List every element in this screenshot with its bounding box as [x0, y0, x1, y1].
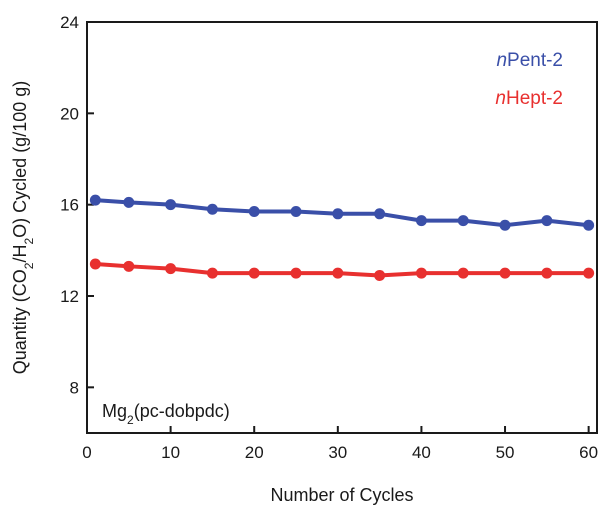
data-point-npent-2: [290, 206, 302, 218]
data-point-npent-2: [123, 196, 135, 208]
y-axis-title-part: O) Cycled (g/100 g): [10, 81, 30, 238]
y-axis-title-part: Quantity (CO: [10, 269, 30, 374]
data-point-npent-2: [583, 219, 595, 231]
data-point-nhept-2: [457, 267, 469, 279]
data-point-npent-2: [165, 199, 177, 211]
data-point-npent-2: [89, 194, 101, 206]
data-point-npent-2: [415, 215, 427, 227]
data-point-npent-2: [332, 208, 344, 220]
data-point-nhept-2: [332, 267, 344, 279]
data-point-npent-2: [457, 215, 469, 227]
data-point-npent-2: [499, 219, 511, 231]
data-point-nhept-2: [290, 267, 302, 279]
x-tick-label: 10: [161, 443, 180, 462]
plot-area-frame: [86, 21, 598, 434]
series-layer: [89, 194, 595, 281]
x-tick-label: 0: [82, 443, 91, 462]
legend-entry-npent-2: nPent-2: [496, 50, 563, 71]
x-tick-label: 20: [245, 443, 264, 462]
data-point-nhept-2: [206, 267, 218, 279]
data-point-nhept-2: [499, 267, 511, 279]
legend-label: Pent-2: [507, 50, 563, 71]
y-tick-label: 20: [60, 104, 79, 123]
data-point-npent-2: [206, 203, 218, 215]
y-axis-title: Quantity (CO2/H2O) Cycled (g/100 g): [10, 81, 36, 374]
data-point-npent-2: [541, 215, 553, 227]
data-point-nhept-2: [248, 267, 260, 279]
data-point-nhept-2: [374, 269, 386, 281]
data-point-nhept-2: [89, 258, 101, 270]
y-axis-title-part: /H: [10, 245, 30, 263]
data-point-npent-2: [248, 206, 260, 218]
y-tick-label: 16: [60, 196, 79, 215]
data-point-npent-2: [374, 208, 386, 220]
x-axis: 0 10 20 30 40 50 60: [82, 426, 598, 462]
x-tick-label: 30: [328, 443, 347, 462]
legend-prefix: n: [495, 88, 506, 109]
y-tick-label: 8: [70, 378, 79, 397]
data-point-nhept-2: [165, 263, 177, 275]
y-tick-label: 12: [60, 287, 79, 306]
data-point-nhept-2: [123, 260, 135, 272]
x-axis-title: Number of Cycles: [270, 485, 413, 505]
annotation-part: (pc-dobpdc): [134, 401, 230, 421]
x-tick-label: 60: [579, 443, 598, 462]
y-tick-label: 24: [60, 13, 79, 32]
data-point-nhept-2: [541, 267, 553, 279]
data-point-nhept-2: [583, 267, 595, 279]
material-annotation: Mg2(pc-dobpdc): [102, 401, 230, 427]
legend: nPent-2 nHept-2: [495, 50, 563, 109]
legend-prefix: n: [496, 50, 507, 71]
y-axis-title-subscript: 2: [22, 262, 36, 269]
annotation-part: Mg: [102, 401, 127, 421]
x-tick-label: 50: [496, 443, 515, 462]
annotation-subscript: 2: [127, 413, 134, 427]
y-axis: 8 12 16 20 24: [60, 13, 94, 397]
data-point-nhept-2: [415, 267, 427, 279]
legend-entry-nhept-2: nHept-2: [495, 88, 563, 109]
y-axis-title-subscript: 2: [22, 238, 36, 245]
legend-label: Hept-2: [506, 88, 563, 109]
x-tick-label: 40: [412, 443, 431, 462]
